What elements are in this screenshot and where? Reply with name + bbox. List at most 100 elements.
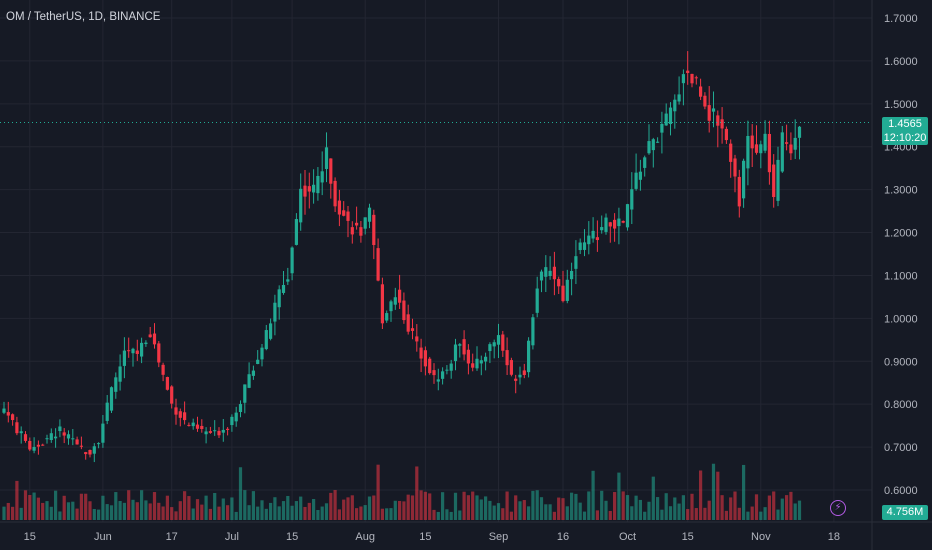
candle-body bbox=[574, 256, 578, 269]
volume-bar bbox=[406, 494, 410, 520]
candle-body bbox=[759, 144, 763, 154]
candle-body bbox=[165, 377, 169, 390]
volume-bar bbox=[41, 502, 45, 520]
candle-body bbox=[514, 378, 518, 381]
candle-body bbox=[221, 429, 225, 433]
time-tick-label: 16 bbox=[557, 531, 569, 543]
volume-bar bbox=[307, 502, 311, 520]
volume-bar bbox=[28, 494, 32, 520]
volume-value-tag: 4.756M bbox=[882, 505, 928, 520]
volume-bar bbox=[303, 506, 307, 520]
candle-body bbox=[711, 108, 716, 112]
volume-bar bbox=[269, 502, 273, 520]
candle-body bbox=[402, 300, 406, 321]
candle-body bbox=[531, 317, 535, 346]
volume-bar bbox=[226, 505, 230, 520]
volume-bar bbox=[436, 511, 440, 520]
volume-bar bbox=[797, 500, 802, 520]
candle-body bbox=[475, 358, 479, 369]
candle-body bbox=[36, 444, 40, 447]
candle-body bbox=[290, 247, 294, 274]
candle-body bbox=[54, 436, 58, 439]
candle-body bbox=[28, 440, 32, 450]
volume-bar bbox=[548, 504, 552, 520]
volume-bar bbox=[105, 504, 109, 520]
candle-body bbox=[643, 157, 647, 168]
volume-bar bbox=[350, 495, 354, 520]
candle-body bbox=[114, 377, 118, 392]
volume-bar bbox=[518, 501, 522, 520]
candle-body bbox=[595, 237, 599, 241]
volume-bar bbox=[608, 510, 612, 520]
candle-body bbox=[152, 333, 157, 345]
candle-body bbox=[324, 147, 329, 169]
volume-bar bbox=[346, 497, 350, 520]
time-tick-label: 17 bbox=[166, 531, 178, 543]
volume-bar bbox=[509, 511, 513, 520]
volume-bar bbox=[570, 492, 574, 520]
candle-body bbox=[303, 185, 307, 197]
candle-body bbox=[269, 323, 273, 339]
candle-body bbox=[527, 340, 531, 373]
volume-bar bbox=[544, 504, 548, 520]
volume-bar bbox=[690, 493, 694, 520]
volume-bar bbox=[97, 509, 101, 520]
candle-body bbox=[445, 369, 449, 371]
volume-bar bbox=[582, 511, 587, 520]
volume-bar bbox=[720, 495, 724, 520]
volume-bar bbox=[75, 508, 79, 520]
volume-bar bbox=[234, 511, 238, 520]
price-tick-label: 1.2000 bbox=[884, 228, 918, 240]
volume-bar bbox=[754, 494, 759, 520]
candle-body bbox=[501, 334, 505, 351]
volume-bar bbox=[71, 501, 75, 520]
candle-body bbox=[720, 119, 724, 129]
candle-body bbox=[208, 431, 212, 433]
candle-body bbox=[333, 180, 337, 207]
candle-body bbox=[647, 141, 651, 154]
volume-bar bbox=[333, 490, 337, 520]
volume-bar bbox=[79, 493, 83, 520]
volume-bar bbox=[681, 495, 685, 520]
candle-body bbox=[428, 358, 432, 374]
volume-bar bbox=[376, 464, 380, 520]
candle-body bbox=[161, 364, 165, 375]
candle-body bbox=[140, 342, 144, 357]
price-tick-label: 0.7000 bbox=[884, 442, 918, 454]
volume-bar bbox=[32, 492, 36, 520]
volume-bar bbox=[281, 501, 286, 520]
volume-bar bbox=[634, 495, 638, 520]
candle-body bbox=[488, 344, 492, 352]
volume-bar bbox=[522, 500, 526, 520]
volume-bar bbox=[630, 506, 634, 520]
candle-body bbox=[496, 335, 501, 345]
volume-bar bbox=[191, 508, 195, 520]
candle-body bbox=[668, 107, 673, 125]
candle-body bbox=[41, 444, 45, 446]
candle-body bbox=[62, 432, 66, 436]
volume-bar bbox=[152, 492, 157, 520]
candle-body bbox=[355, 222, 359, 226]
candle-body bbox=[307, 186, 311, 192]
volume-bar bbox=[664, 493, 668, 520]
volume-bar bbox=[66, 502, 71, 520]
candle-body bbox=[350, 227, 354, 235]
candle-body bbox=[565, 279, 569, 301]
candle-body bbox=[92, 446, 96, 454]
candle-body bbox=[71, 438, 75, 440]
volume-bar bbox=[256, 506, 260, 520]
candle-body bbox=[613, 219, 617, 229]
candle-body bbox=[522, 370, 526, 375]
volume-bar bbox=[647, 501, 651, 520]
candle-body bbox=[217, 430, 221, 436]
candle-body bbox=[264, 330, 268, 350]
candle-body bbox=[544, 267, 548, 277]
lightning-icon[interactable]: ⚡ bbox=[830, 500, 846, 516]
candle-body bbox=[204, 431, 208, 435]
volume-bar bbox=[776, 509, 780, 520]
volume-bar bbox=[109, 505, 114, 520]
candle-body bbox=[591, 230, 595, 239]
volume-bar bbox=[724, 510, 728, 520]
candle-body bbox=[316, 175, 320, 194]
